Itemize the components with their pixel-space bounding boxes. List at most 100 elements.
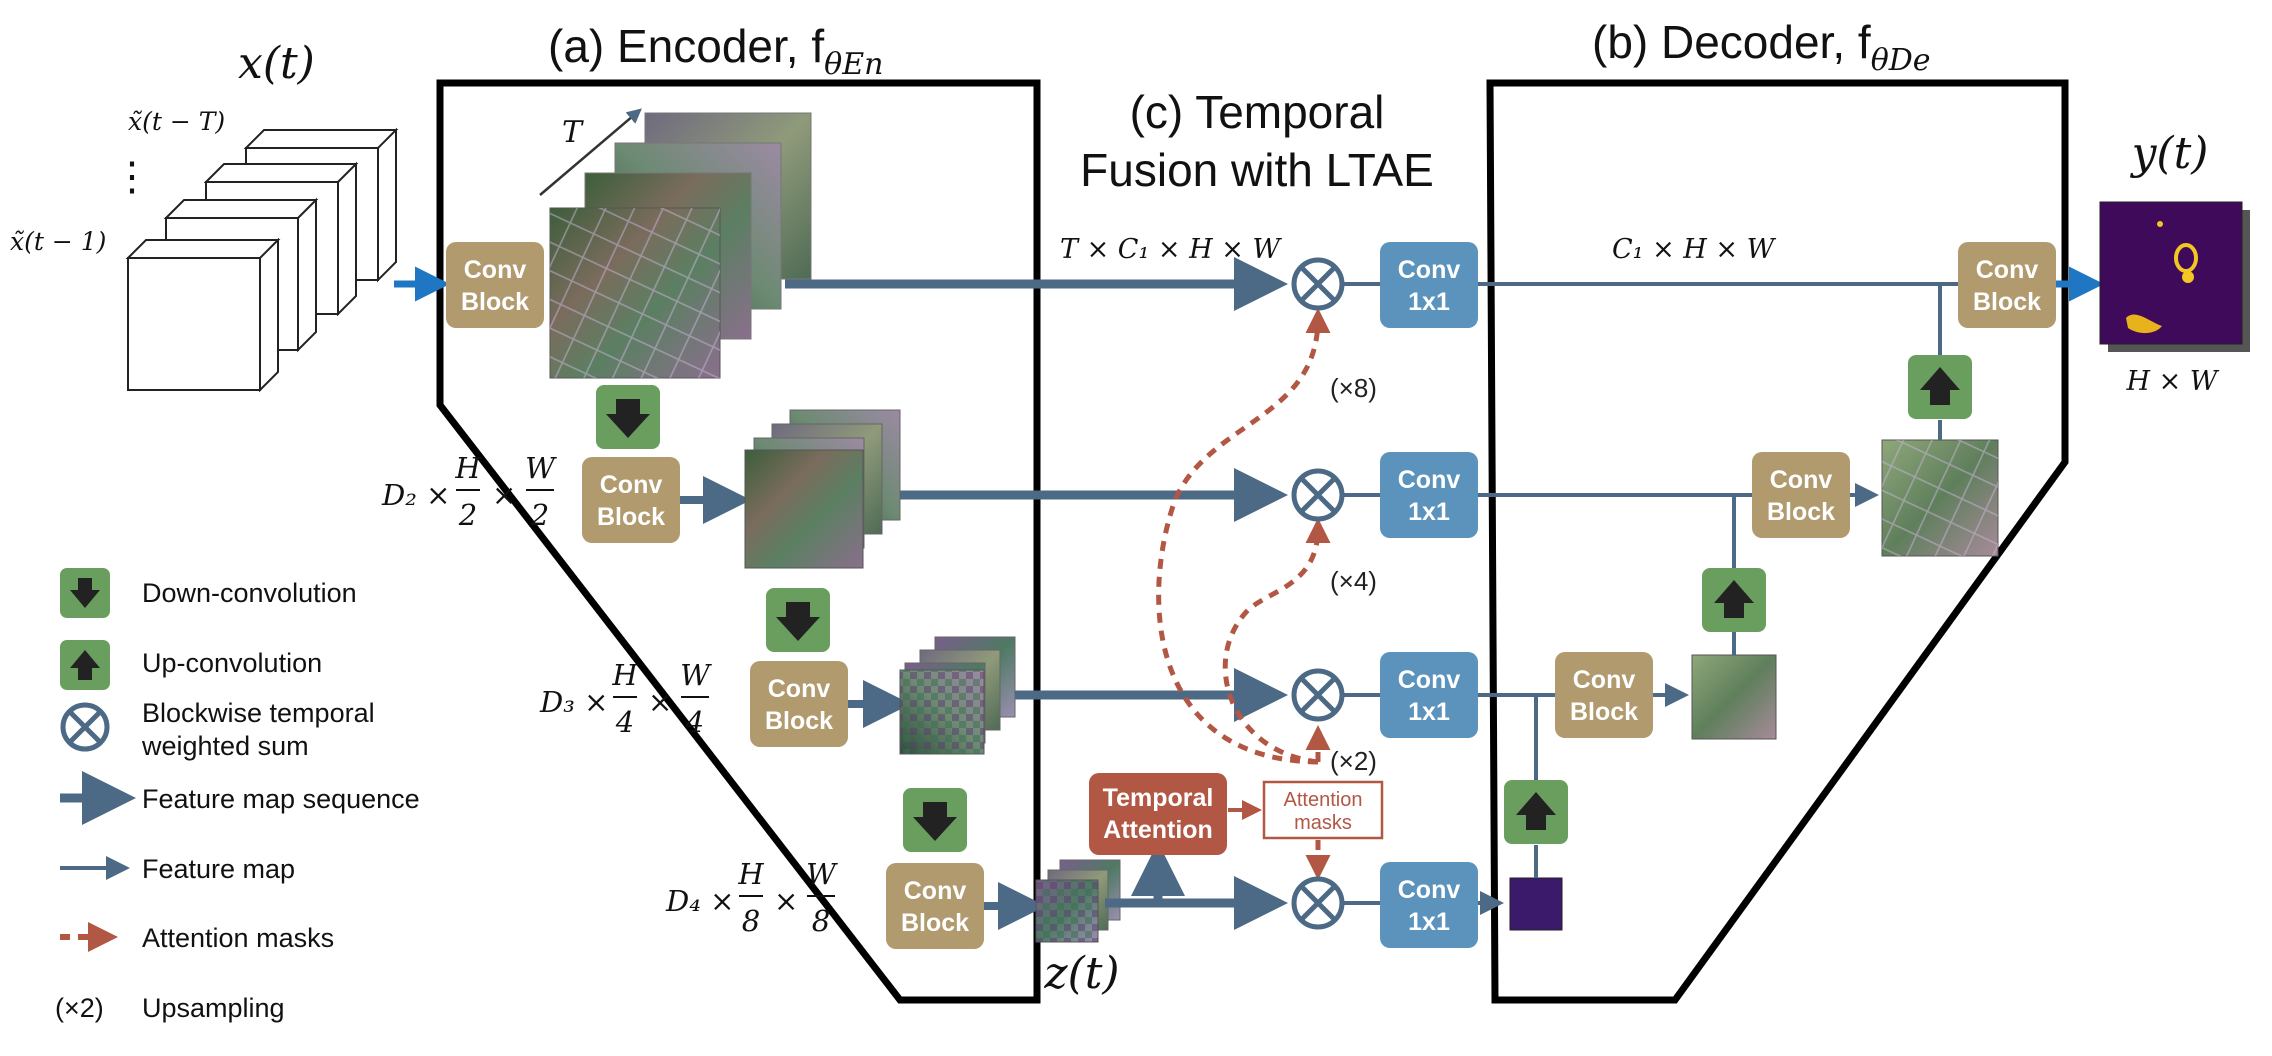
legend-up-conv-label: Up-convolution	[142, 648, 322, 678]
svg-text:Attention: Attention	[1284, 789, 1363, 811]
encoder-level1-image-stack	[549, 112, 812, 379]
level4-dims-times: ×	[774, 884, 798, 918]
decoder-level3-map	[1691, 654, 1777, 740]
svg-text:Conv: Conv	[904, 877, 967, 905]
down-conv-3	[903, 788, 967, 852]
level4-dims: D₄ ×	[665, 884, 734, 918]
up-conv-3	[1504, 780, 1568, 844]
down-conv-2	[766, 588, 830, 652]
svg-text:masks: masks	[1294, 812, 1352, 834]
svg-text:1x1: 1x1	[1408, 288, 1450, 316]
level2-dims: D₂ ×	[381, 478, 450, 512]
down-conv-1	[596, 385, 660, 449]
level4-dims-w: W	[806, 857, 838, 891]
svg-text:Conv: Conv	[1398, 256, 1461, 284]
svg-text:1x1: 1x1	[1408, 698, 1450, 726]
svg-text:Conv: Conv	[1573, 666, 1636, 694]
encoder-level2-image-stack	[744, 409, 901, 569]
time-axis-arrow	[539, 108, 642, 196]
svg-text:Block: Block	[1973, 288, 2041, 316]
legend-weighted-sum-label-1: Blockwise temporal	[142, 698, 375, 728]
legend-weighted-sum-label-2: weighted sum	[141, 731, 309, 761]
encoder-conv-block-4: Conv Block	[886, 863, 984, 949]
attention-masks-box: Attention masks	[1262, 780, 1384, 840]
level2-dims-w-den: 2	[530, 498, 549, 532]
svg-text:Conv: Conv	[1398, 466, 1461, 494]
level2-dims-h: H	[454, 451, 481, 485]
svg-text:Conv: Conv	[464, 256, 527, 284]
weighted-sum-level2	[1291, 468, 1345, 522]
level4-dims-h-den: 8	[742, 904, 760, 938]
svg-text:Block: Block	[461, 288, 529, 316]
svg-text:Block: Block	[901, 909, 969, 937]
conv1x1-level4: Conv 1x1	[1380, 862, 1478, 948]
time-axis-label: T	[562, 115, 584, 150]
temporal-attention-block: Temporal Attention	[1089, 773, 1227, 855]
input-stack	[125, 127, 399, 393]
svg-text:Conv: Conv	[1976, 256, 2039, 284]
level3-dims-h-den: 4	[615, 705, 634, 739]
upsample-x4-label: (×4)	[1330, 566, 1377, 596]
encoder-title: (a) Encoder, fθEn	[548, 20, 883, 82]
svg-text:Block: Block	[1767, 498, 1835, 526]
level2-dims-times: ×	[492, 478, 516, 512]
fusion-title-line2: Fusion with LTAE	[1080, 144, 1434, 196]
input-earliest-label: x̃(t − T)	[128, 107, 225, 136]
legend-up-conv-icon	[60, 640, 110, 690]
encoder-conv-block-3: Conv Block	[750, 661, 848, 747]
svg-text:1x1: 1x1	[1408, 908, 1450, 936]
decoder-title: (b) Decoder, fθDe	[1592, 16, 1931, 78]
svg-text:Block: Block	[597, 503, 665, 531]
decoder-conv-block-1: Conv Block	[1958, 242, 2056, 328]
legend-down-conv-label: Down-convolution	[142, 578, 357, 608]
decoder-outline	[1486, 79, 2069, 1004]
output-dims: H × W	[2125, 366, 2219, 397]
conv1x1-level3: Conv 1x1	[1380, 652, 1478, 738]
weighted-sum-level1	[1291, 257, 1345, 311]
output-label: y(t)	[2130, 128, 2209, 179]
legend-upsampling-label: Upsampling	[142, 993, 285, 1023]
legend-feature-seq-label: Feature map sequence	[142, 784, 420, 814]
encoder-conv-block-2: Conv Block	[582, 457, 680, 543]
level1-sequence-dims: T × C₁ × H × W	[1060, 234, 1282, 265]
svg-text:Block: Block	[1570, 698, 1638, 726]
level4-dims-w-den: 8	[812, 904, 830, 938]
level3-dims-w-den: 4	[685, 705, 704, 739]
svg-text:Block: Block	[765, 707, 833, 735]
svg-text:Attention: Attention	[1103, 816, 1213, 844]
ellipsis-dots: ⋮	[112, 155, 152, 199]
svg-text:Conv: Conv	[600, 471, 663, 499]
svg-text:Conv: Conv	[1770, 466, 1833, 494]
level2-dims-w: W	[525, 451, 557, 485]
legend: Down-convolution Up-convolution Blockwis…	[55, 568, 420, 1023]
decoder-conv-block-2: Conv Block	[1752, 452, 1850, 538]
legend-feature-map-label: Feature map	[142, 854, 295, 884]
svg-text:Conv: Conv	[768, 675, 831, 703]
upsample-x8-label: (×8)	[1330, 373, 1377, 403]
latent-label: z(t)	[1043, 948, 1119, 999]
svg-text:Conv: Conv	[1398, 666, 1461, 694]
weighted-sum-level3	[1291, 668, 1345, 722]
level2-dims-h-den: 2	[458, 498, 477, 532]
up-conv-2	[1702, 568, 1766, 632]
conv1x1-level2: Conv 1x1	[1380, 452, 1478, 538]
decoder-conv-block-3: Conv Block	[1555, 652, 1653, 738]
level3-dims: D₃ ×	[539, 685, 608, 719]
encoder-outline	[436, 79, 1041, 1004]
input-previous-label: x̃(t − 1)	[10, 227, 106, 256]
fusion-title-line1: (c) Temporal	[1130, 86, 1385, 138]
svg-text:Conv: Conv	[1398, 876, 1461, 904]
legend-weighted-sum-icon	[60, 702, 110, 752]
input-label: x(t)	[238, 38, 315, 89]
mask-arrow-level1	[1156, 308, 1331, 765]
upsample-x2-label: (×2)	[1330, 746, 1377, 776]
level1-output-dims: C₁ × H × W	[1612, 234, 1777, 265]
up-conv-1	[1908, 355, 1972, 419]
weighted-sum-level4	[1291, 876, 1345, 930]
conv1x1-level1: Conv 1x1	[1380, 242, 1478, 328]
level3-dims-w: W	[680, 658, 712, 692]
decoder-level2-map-texture	[1882, 440, 1998, 556]
mask-arrow-level2	[1222, 518, 1331, 765]
encoder-conv-block-1: Conv Block	[446, 242, 544, 328]
